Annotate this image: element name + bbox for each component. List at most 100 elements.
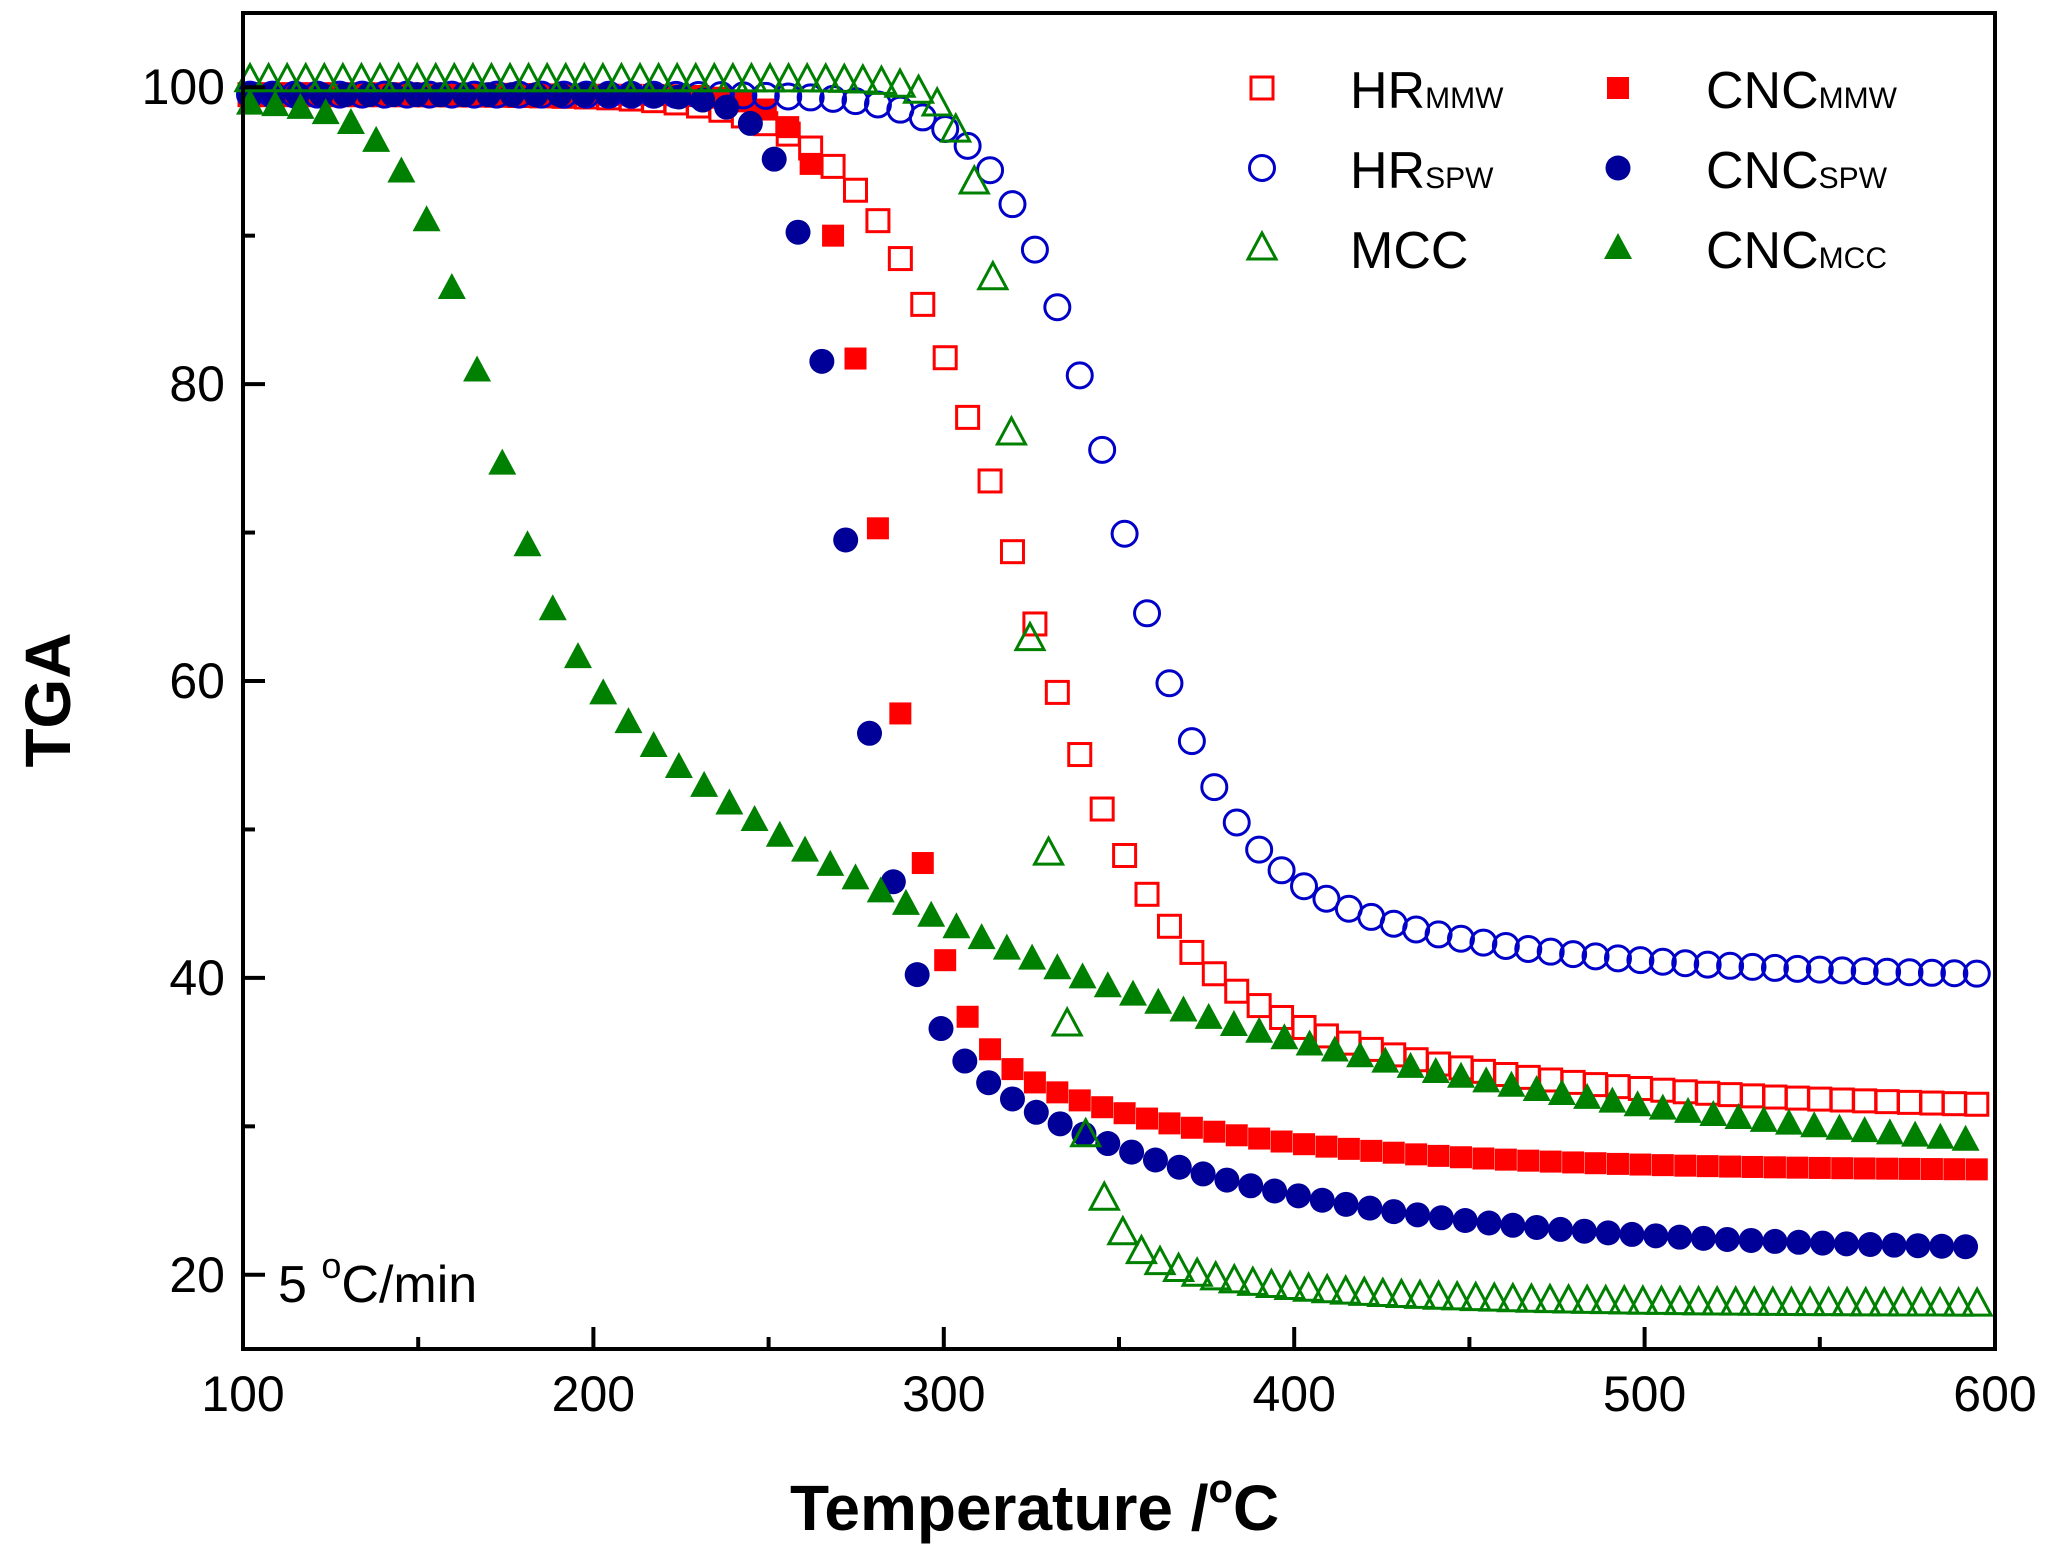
- data-point: [1552, 1282, 1586, 1314]
- data-point: [887, 246, 913, 272]
- data-point: [1190, 1161, 1216, 1187]
- data-point: [1312, 884, 1341, 913]
- data-point: [1200, 773, 1229, 802]
- x-axis-title-degree: o: [1209, 1467, 1233, 1511]
- data-point: [1898, 1157, 1921, 1180]
- data-point: [1119, 979, 1148, 1006]
- data-point: [1873, 957, 1902, 986]
- data-point: [1262, 1178, 1288, 1204]
- data-point: [1134, 881, 1160, 907]
- data-point: [1472, 1066, 1501, 1093]
- data-point: [1547, 1079, 1576, 1106]
- data-point: [827, 62, 861, 93]
- data-point: [1807, 1086, 1833, 1112]
- data-point: [1783, 954, 1812, 983]
- data-point: [1850, 1116, 1879, 1143]
- data-point: [1177, 727, 1206, 756]
- data-point: [1852, 1088, 1878, 1114]
- data-point: [1329, 1273, 1363, 1305]
- data-point: [1831, 1157, 1854, 1180]
- series-cncmcc: [236, 88, 1980, 1151]
- data-point: [816, 849, 845, 876]
- data-point: [1269, 1004, 1295, 1030]
- annotation-prefix: 5: [278, 1256, 321, 1314]
- x-axis-title-unit: C: [1233, 1472, 1279, 1544]
- data-point: [1309, 1187, 1335, 1213]
- data-point: [252, 61, 286, 93]
- data-point: [967, 923, 996, 950]
- data-point: [1533, 1282, 1567, 1314]
- data-point: [1155, 669, 1184, 698]
- data-point: [1953, 1234, 1979, 1260]
- data-point: [1904, 1285, 1938, 1317]
- data-point: [1087, 1180, 1121, 1211]
- data-point: [1719, 1284, 1753, 1316]
- data-point: [734, 61, 768, 93]
- data-point: [451, 82, 477, 108]
- data-point: [1293, 1133, 1316, 1156]
- data-point: [957, 163, 991, 195]
- data-point: [456, 61, 490, 93]
- data-point: [1270, 1023, 1299, 1050]
- data-point: [1476, 1210, 1502, 1236]
- data-point: [618, 82, 644, 108]
- data-point: [1217, 1262, 1251, 1294]
- legend-marker: [1604, 233, 1632, 259]
- data-point: [1786, 1156, 1809, 1179]
- data-point: [1446, 1061, 1475, 1088]
- data-point: [1763, 1156, 1786, 1179]
- data-point: [917, 900, 946, 927]
- data-point: [1920, 1158, 1943, 1181]
- data-point: [1472, 1147, 1495, 1170]
- data-point: [1897, 1089, 1923, 1115]
- data-point: [623, 61, 657, 93]
- data-point: [864, 64, 898, 95]
- data-point: [790, 61, 824, 93]
- data-point: [1740, 1083, 1766, 1109]
- data-point: [1699, 1099, 1728, 1126]
- data-point: [1270, 1130, 1293, 1153]
- data-point: [362, 125, 391, 152]
- data-point: [1589, 1283, 1623, 1315]
- data-point: [842, 177, 868, 203]
- data-point: [400, 61, 434, 93]
- data-point: [889, 702, 912, 725]
- data-point: [1644, 1284, 1678, 1315]
- series-cncspw: [237, 82, 1979, 1260]
- data-point: [1559, 940, 1588, 969]
- data-point: [1671, 949, 1700, 978]
- data-point: [1774, 1285, 1808, 1316]
- data-point: [1964, 1091, 1990, 1117]
- data-point: [1808, 1156, 1831, 1179]
- data-point: [642, 61, 676, 93]
- data-point: [880, 869, 906, 895]
- data-point: [1522, 1075, 1551, 1102]
- y-tick-label: 60: [169, 653, 225, 709]
- data-point: [777, 116, 800, 139]
- data-point: [1825, 1113, 1854, 1140]
- data-point: [1112, 842, 1138, 868]
- data-point: [1013, 620, 1047, 652]
- data-point: [1494, 1148, 1517, 1171]
- data-point: [1357, 1195, 1383, 1221]
- data-point: [1236, 1265, 1270, 1296]
- data-point: [822, 224, 845, 247]
- data-point: [1093, 971, 1122, 998]
- data-point: [664, 751, 693, 778]
- data-point: [820, 153, 846, 179]
- data-point: [1829, 1087, 1855, 1113]
- data-point: [1570, 1283, 1604, 1314]
- data-point: [639, 731, 668, 758]
- data-point: [1926, 1122, 1955, 1149]
- data-point: [942, 912, 971, 939]
- data-point: [1812, 1285, 1846, 1317]
- data-point: [311, 98, 340, 125]
- data-point: [1068, 1089, 1091, 1112]
- data-point: [857, 720, 883, 746]
- data-point: [261, 90, 290, 117]
- data-point: [1514, 1282, 1548, 1313]
- data-point: [326, 61, 360, 93]
- data-point: [1737, 1285, 1771, 1316]
- x-tick-label: 600: [1953, 1366, 2036, 1422]
